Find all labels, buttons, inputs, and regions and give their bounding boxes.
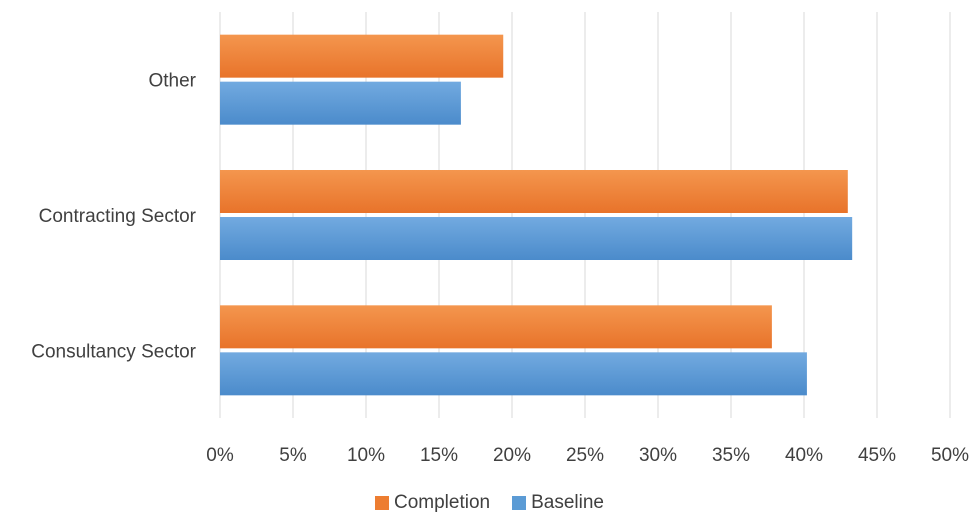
x-tick-label: 0% <box>206 445 234 466</box>
x-tick-label: 40% <box>785 445 823 466</box>
gridlines <box>219 12 951 418</box>
legend-item-baseline: Baseline <box>512 492 604 514</box>
legend-item-completion: Completion <box>375 492 490 514</box>
bar-baseline-contracting-sector <box>220 217 853 260</box>
legend-swatch-baseline <box>512 496 527 510</box>
bar-completion-consultancy-sector <box>220 305 772 349</box>
legend-swatch-completion <box>375 496 389 510</box>
legend-label-baseline: Baseline <box>531 492 604 513</box>
legend-label-completion: Completion <box>394 492 491 513</box>
category-label: Contracting Sector <box>39 206 197 227</box>
x-tick-label: 50% <box>931 445 969 466</box>
bar-completion-other <box>220 34 504 78</box>
bars <box>220 34 853 396</box>
legend: Completion Baseline <box>0 492 979 514</box>
category-label: Other <box>148 71 196 92</box>
x-tick-label: 45% <box>858 445 896 466</box>
x-tick-label: 5% <box>279 445 307 466</box>
bar-baseline-other <box>220 81 461 125</box>
category-label: Consultancy Sector <box>31 341 196 362</box>
x-tick-label: 35% <box>712 445 750 466</box>
x-tick-label: 30% <box>639 445 677 466</box>
category-labels: Consultancy Sector Contracting Sector Othe… <box>31 71 196 363</box>
x-tick-label: 20% <box>493 445 531 466</box>
x-tick-label: 10% <box>347 445 385 466</box>
x-axis-tick-labels: 0% 5% 10% 15% 20% 25% 30% 35% 40% 45% 50% <box>206 445 969 466</box>
bar-completion-contracting-sector <box>220 170 848 213</box>
x-tick-label: 25% <box>566 445 604 466</box>
x-tick-label: 15% <box>420 445 458 466</box>
bar-baseline-consultancy-sector <box>220 352 807 396</box>
